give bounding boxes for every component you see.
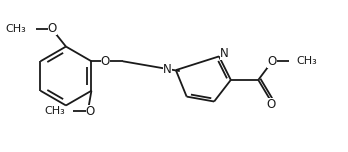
Text: O: O — [48, 22, 57, 35]
Text: O: O — [86, 105, 95, 118]
Text: CH₃: CH₃ — [5, 24, 26, 34]
Text: N: N — [163, 63, 172, 76]
Text: O: O — [101, 55, 110, 68]
Text: CH₃: CH₃ — [44, 106, 65, 116]
Text: N: N — [220, 47, 229, 60]
Text: O: O — [267, 98, 276, 111]
Text: CH₃: CH₃ — [296, 56, 317, 66]
Text: O: O — [267, 55, 277, 68]
